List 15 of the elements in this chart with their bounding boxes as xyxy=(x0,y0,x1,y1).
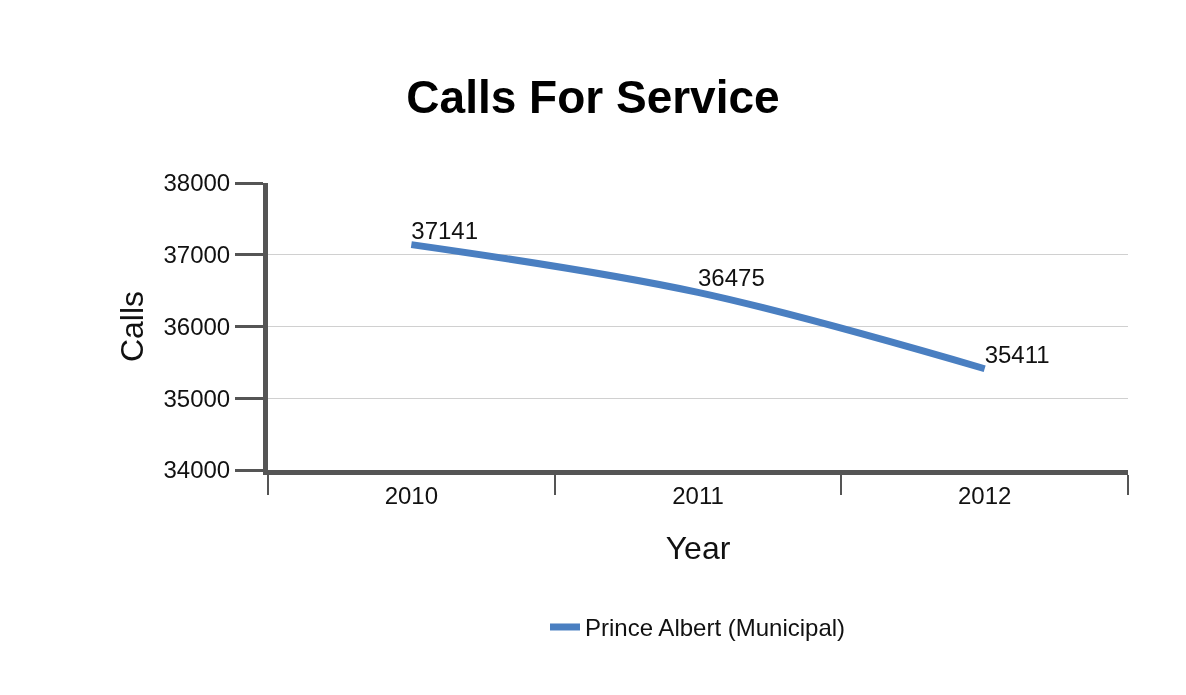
data-label: 36475 xyxy=(698,264,765,292)
y-tick-label: 37000 xyxy=(163,241,231,269)
data-label: 35411 xyxy=(984,340,1050,368)
x-tick-label: 2012 xyxy=(957,481,1012,509)
y-tick-label: 38000 xyxy=(163,169,231,197)
data-label: 37141 xyxy=(411,216,479,244)
chart-title: Calls For Service xyxy=(406,71,780,124)
y-tick-label: 35000 xyxy=(163,384,231,412)
x-tick-label: 2010 xyxy=(384,481,439,509)
y-tick-label: 36000 xyxy=(163,312,231,340)
x-axis-title: Year xyxy=(665,529,731,566)
x-tick-label: 2011 xyxy=(672,481,724,509)
y-axis-title: Calls xyxy=(113,290,150,363)
legend-label: Prince Albert (Municipal) xyxy=(585,614,846,642)
y-tick-label: 34000 xyxy=(163,456,231,484)
